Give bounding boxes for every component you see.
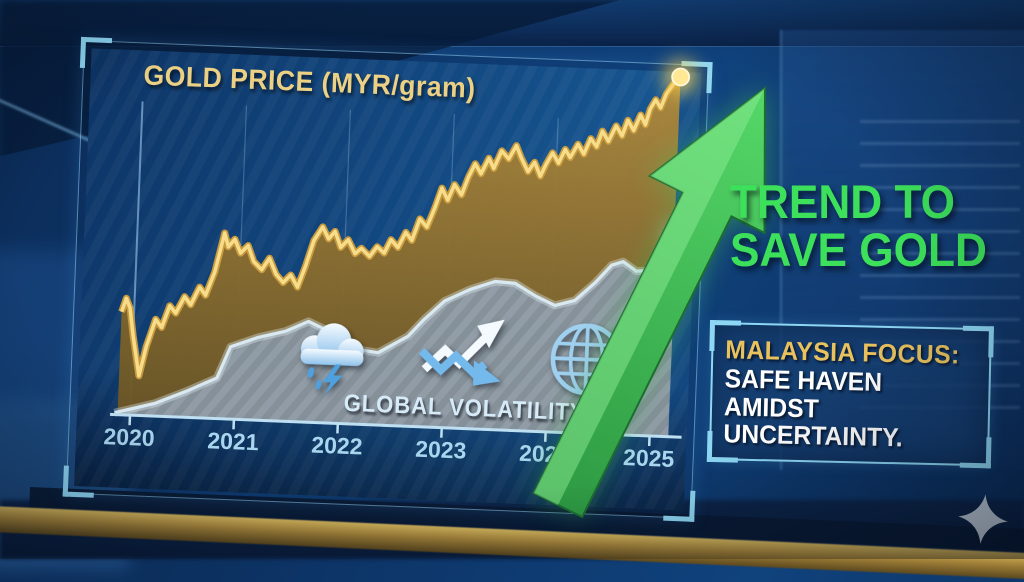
focus-box-line: UNCERTAINTY. bbox=[723, 420, 963, 453]
headline-line-1: TREND TO bbox=[730, 178, 987, 226]
svg-text:2020: 2020 bbox=[103, 423, 155, 451]
svg-text:2023: 2023 bbox=[415, 436, 467, 464]
volatility-arrows-icon bbox=[417, 311, 522, 397]
box-corner-bracket bbox=[960, 437, 992, 469]
box-corner-bracket bbox=[962, 326, 994, 358]
sparkle-icon bbox=[953, 489, 1012, 548]
storm-cloud-icon bbox=[285, 311, 380, 397]
malaysia-focus-box: MALAYSIA FOCUS: SAFE HAVEN AMIDST UNCERT… bbox=[709, 322, 992, 466]
globe-icon bbox=[543, 316, 630, 403]
svg-text:2021: 2021 bbox=[207, 427, 259, 455]
svg-text:2024: 2024 bbox=[519, 440, 571, 468]
headline-line-2: SAVE GOLD bbox=[730, 226, 987, 274]
svg-text:2022: 2022 bbox=[311, 431, 363, 459]
gold-price-chart: 2020 2021 2022 2023 2024 2025 bbox=[67, 41, 709, 518]
headline: TREND TO SAVE GOLD bbox=[730, 178, 987, 274]
svg-text:2025: 2025 bbox=[623, 444, 675, 472]
